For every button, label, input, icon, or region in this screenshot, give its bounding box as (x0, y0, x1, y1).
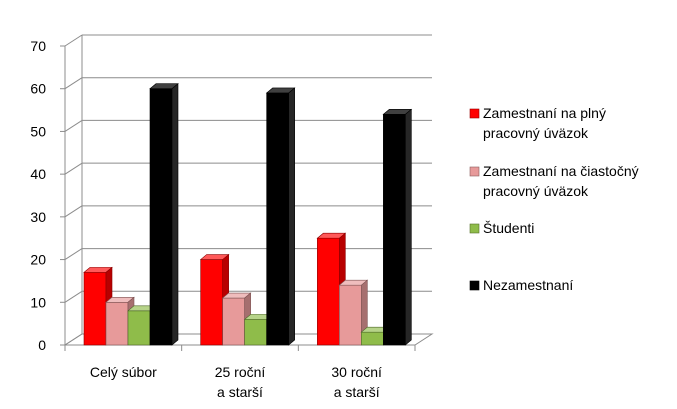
gridline-depth (64, 77, 83, 90)
legend-swatch (469, 108, 480, 119)
gridline-depth (64, 205, 83, 218)
y-tick-label: 0 (38, 337, 46, 353)
x-tick-label: a starší (334, 384, 380, 400)
legend-label: Zamestnaní na čiastočný (483, 163, 639, 179)
y-tick-label: 60 (30, 81, 46, 97)
legend-label: pracovný úväzok (483, 125, 589, 141)
y-tick-label: 70 (30, 38, 46, 54)
x-tick-label: Celý súbor (90, 364, 157, 380)
gridline-depth (64, 120, 83, 132)
legend-label: pracovný úväzok (483, 183, 589, 199)
y-tick-label: 30 (30, 209, 46, 225)
legend-label: Študenti (483, 220, 534, 236)
legend-swatch (469, 223, 480, 234)
y-tick-label: 40 (30, 166, 46, 182)
legend-swatch (469, 280, 480, 291)
x-tick-label: 30 roční (331, 364, 382, 380)
x-tick-label: a starší (217, 384, 263, 400)
legend-label: Zamestnaní na plný (483, 105, 606, 121)
gridline-depth (64, 34, 83, 47)
legend: Zamestnaní na plný pracovný úväzok Zamestn… (469, 105, 639, 293)
bar-4-3 (382, 108, 413, 346)
x-tick-label: 25 roční (215, 364, 266, 380)
bars (83, 83, 413, 346)
axes (60, 35, 434, 351)
gridline-depth (64, 290, 83, 303)
bar-4-1 (149, 83, 179, 346)
bar-2-3 (338, 279, 369, 346)
tick-labels: 0 10 20 30 40 50 60 70 Celý súbor 25 roční a starš… (30, 38, 382, 400)
legend-swatch (469, 166, 480, 177)
gridline-depth (64, 162, 83, 175)
bar-4-2 (265, 87, 296, 346)
y-tick-label: 50 (30, 123, 46, 139)
y-tick-label: 20 (30, 252, 46, 268)
y-tick-label: 10 (30, 294, 46, 310)
gridlines (64, 34, 432, 346)
gridline-depth (64, 248, 83, 260)
legend-label: Nezamestnaní (483, 277, 573, 293)
